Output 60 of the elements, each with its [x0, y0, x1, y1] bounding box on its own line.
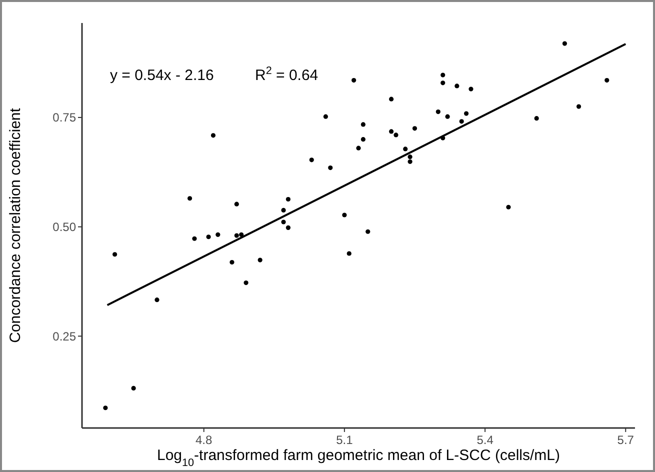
- point: [468, 86, 474, 92]
- point: [210, 133, 216, 138]
- point: [604, 78, 610, 83]
- point: [562, 41, 568, 46]
- point: [445, 114, 450, 119]
- point: [230, 260, 234, 265]
- point: [258, 258, 262, 262]
- annotation: y = 0.54x - 2.16: [110, 67, 214, 84]
- point: [440, 80, 446, 86]
- point: [286, 225, 291, 230]
- point: [187, 196, 192, 201]
- point: [459, 119, 464, 124]
- point: [234, 233, 239, 238]
- point: [244, 280, 248, 286]
- x-tick-label: 5.7: [617, 433, 634, 447]
- point: [342, 212, 347, 218]
- point: [412, 126, 418, 131]
- point: [389, 96, 394, 102]
- point: [440, 72, 446, 78]
- point: [346, 251, 352, 256]
- y-axis-title: Concordance correlation coefficient: [7, 107, 24, 343]
- point: [389, 129, 394, 134]
- point: [403, 146, 408, 152]
- y-tick-label: 0.25: [52, 329, 76, 344]
- point: [394, 132, 398, 138]
- point: [216, 232, 220, 237]
- point: [286, 196, 291, 202]
- point: [206, 234, 211, 240]
- point: [281, 220, 286, 224]
- point: [576, 104, 582, 109]
- point: [309, 158, 314, 162]
- point: [534, 116, 539, 121]
- point: [454, 84, 460, 88]
- annotation: R$^{2}$ = 0.64: [255, 65, 318, 84]
- point: [112, 252, 118, 257]
- point: [328, 165, 333, 170]
- point: [154, 298, 160, 302]
- point: [103, 406, 108, 410]
- x-tick-label: 5.4: [476, 433, 494, 447]
- point: [323, 114, 328, 119]
- point: [131, 386, 136, 390]
- point: [192, 236, 197, 241]
- point: [234, 202, 239, 206]
- point: [408, 154, 412, 160]
- point: [281, 208, 286, 212]
- y-tick-label: 0.75: [52, 110, 76, 125]
- point: [360, 137, 366, 142]
- x-tick-label: 5.1: [336, 433, 354, 447]
- y-tick-label: 0.50: [52, 220, 76, 234]
- point: [360, 122, 366, 127]
- point: [239, 232, 244, 237]
- x-axis-title: Log$_{10}$-transformed farm geometric mean of L-SCC (cells/mL): [157, 447, 560, 469]
- point: [356, 146, 361, 150]
- point: [366, 229, 370, 234]
- point: [408, 159, 412, 164]
- point: [506, 204, 511, 210]
- x-tick-label: 4.8: [196, 433, 213, 447]
- point: [464, 111, 469, 116]
- point: [352, 78, 356, 83]
- point: [436, 109, 440, 114]
